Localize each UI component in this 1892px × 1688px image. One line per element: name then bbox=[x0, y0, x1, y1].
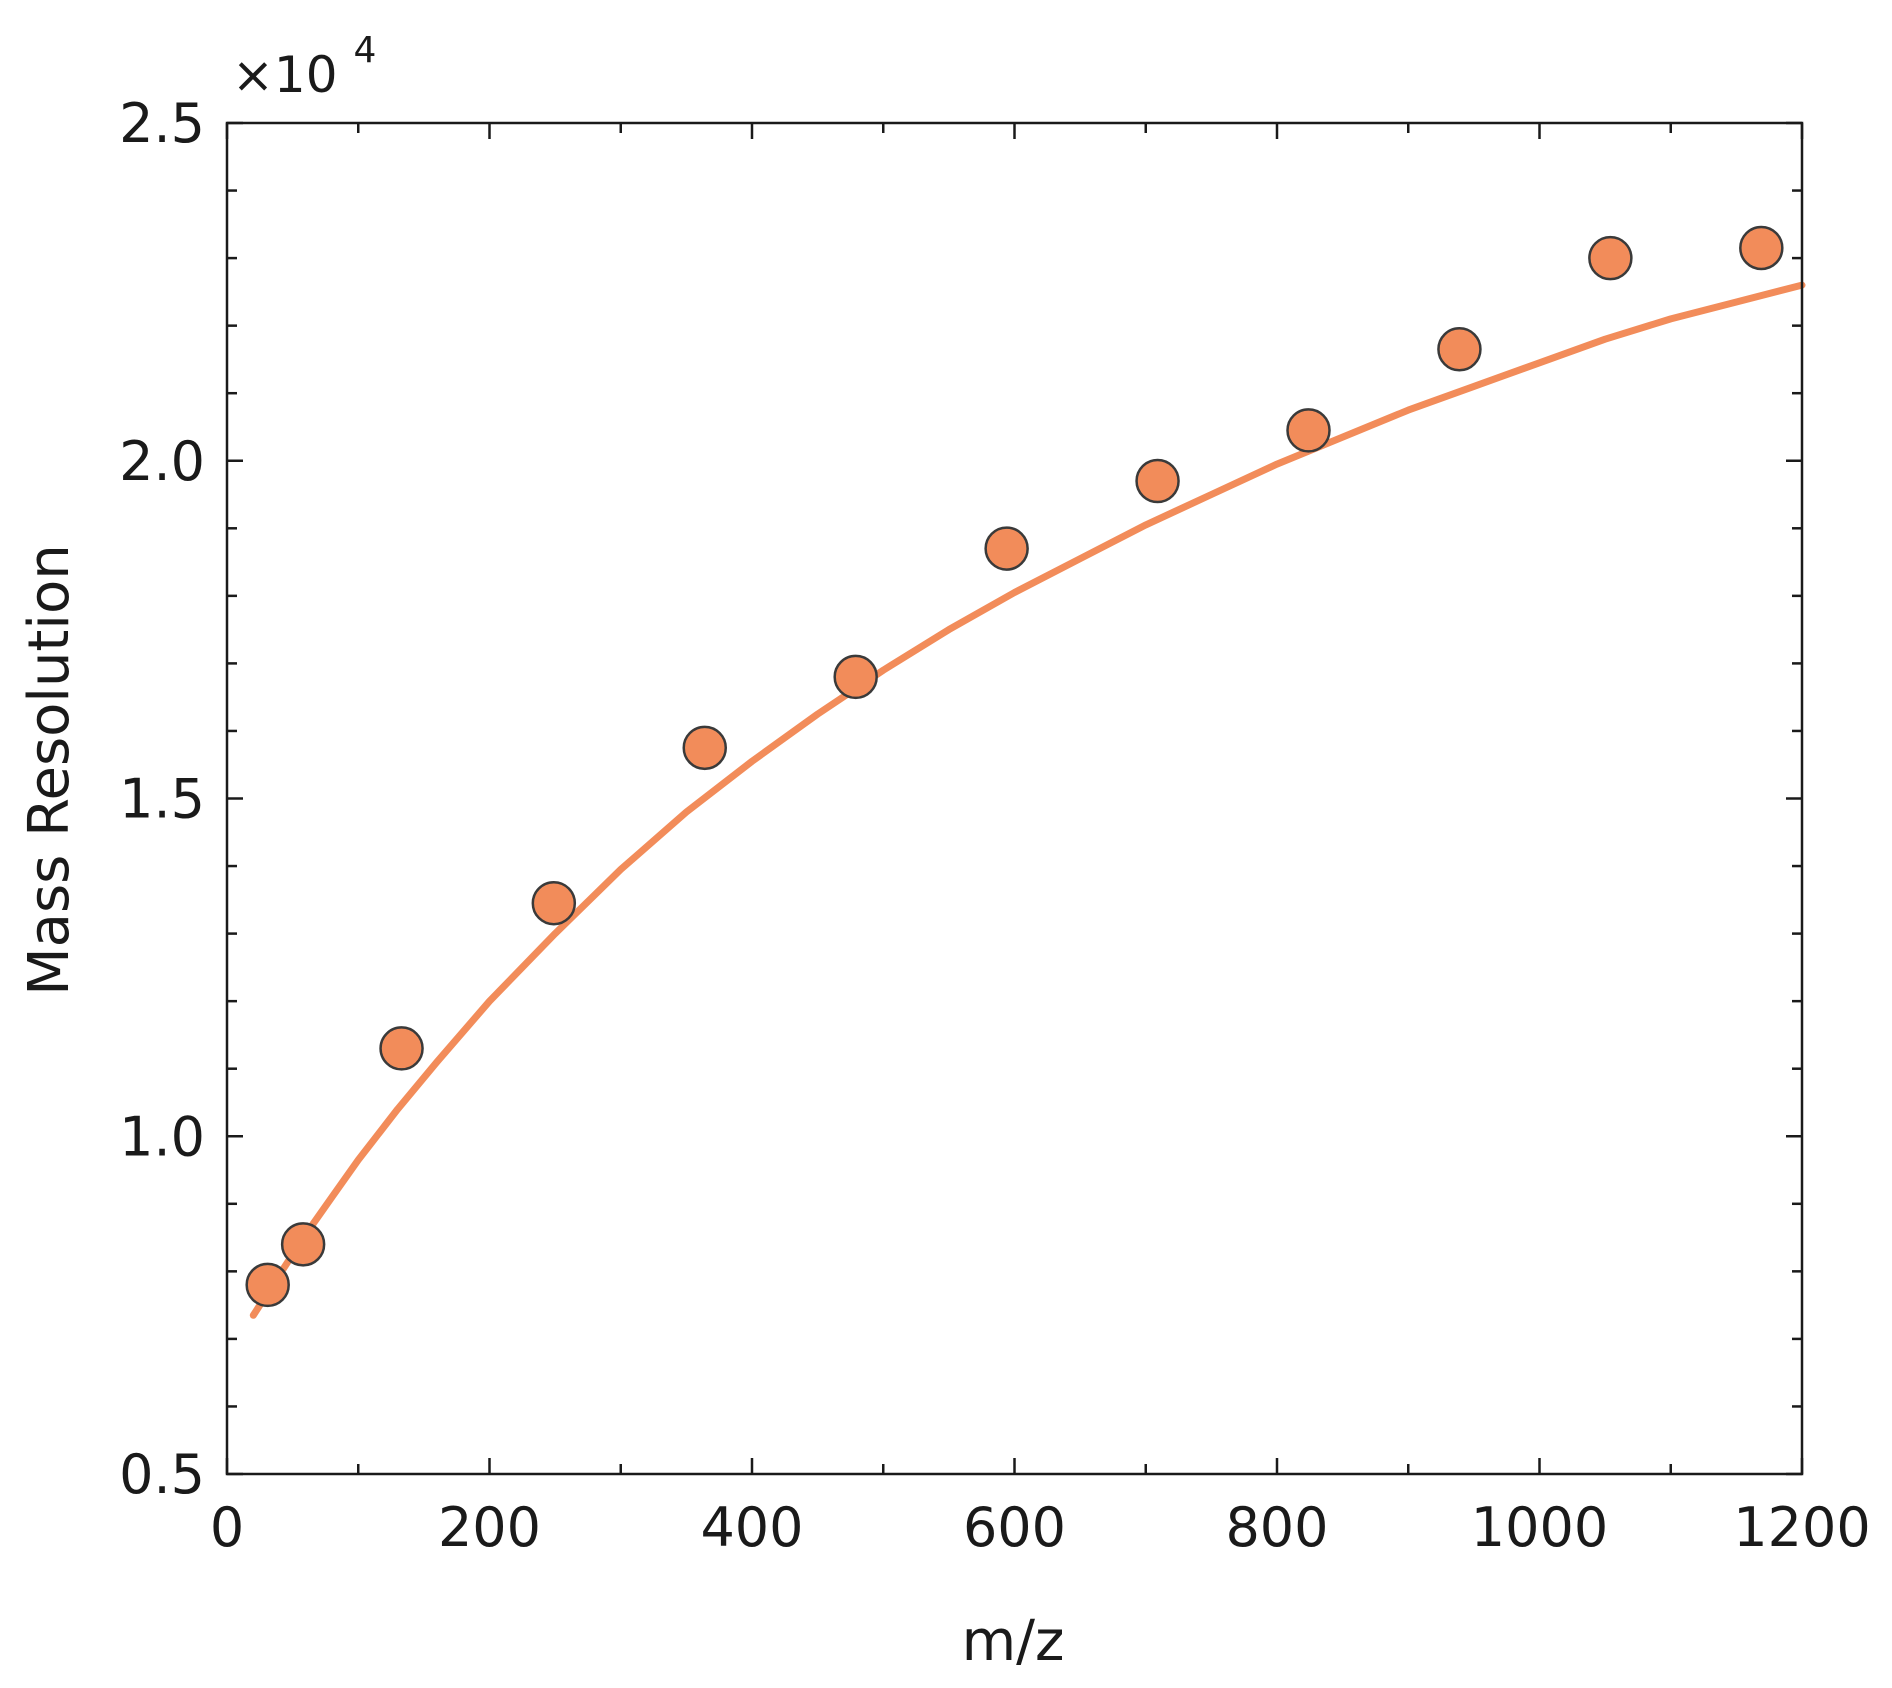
x-tick-label: 400 bbox=[700, 1496, 803, 1559]
x-tick-label: 1200 bbox=[1733, 1496, 1870, 1559]
y-axis-label: Mass Resolution bbox=[17, 544, 82, 995]
data-point bbox=[682, 725, 727, 771]
data-point bbox=[1135, 458, 1180, 504]
y-tick-label: 2.0 bbox=[119, 430, 205, 493]
data-point bbox=[379, 1026, 424, 1071]
fit-line bbox=[249, 281, 1806, 1319]
y-tick-labels: 0.5 1.0 1.5 2.0 2.5 bbox=[119, 92, 205, 1506]
data-point bbox=[1588, 235, 1633, 281]
y-tick-label: 1.0 bbox=[119, 1105, 205, 1168]
x-tick-labels: 0 200 400 600 800 1000 1200 bbox=[210, 1496, 1871, 1559]
x-tick-label: 0 bbox=[210, 1496, 244, 1559]
y-multiplier-base: ×10 bbox=[232, 46, 338, 104]
ticks-layer bbox=[225, 121, 1804, 1476]
x-axis-label: m/z bbox=[962, 1609, 1065, 1674]
y-tick-label: 2.5 bbox=[119, 92, 205, 155]
data-point bbox=[984, 526, 1029, 571]
data-point bbox=[1739, 225, 1784, 271]
x-tick-label: 600 bbox=[963, 1496, 1066, 1559]
y-multiplier-exponent: 4 bbox=[353, 30, 376, 71]
y-axis-multiplier: ×10 4 bbox=[232, 30, 376, 104]
data-point bbox=[1286, 408, 1331, 453]
x-tick-label: 1000 bbox=[1471, 1496, 1608, 1559]
data-points bbox=[245, 225, 1784, 1308]
data-point bbox=[833, 654, 878, 700]
y-tick-label: 0.5 bbox=[119, 1443, 205, 1506]
x-tick-label: 200 bbox=[438, 1496, 541, 1559]
data-point bbox=[531, 880, 577, 926]
x-tick-label: 800 bbox=[1225, 1496, 1328, 1559]
y-tick-label: 1.5 bbox=[119, 768, 205, 831]
data-point bbox=[1437, 327, 1482, 372]
data-point bbox=[280, 1222, 326, 1267]
data-point bbox=[245, 1262, 290, 1308]
plot-frame bbox=[225, 121, 1804, 1476]
